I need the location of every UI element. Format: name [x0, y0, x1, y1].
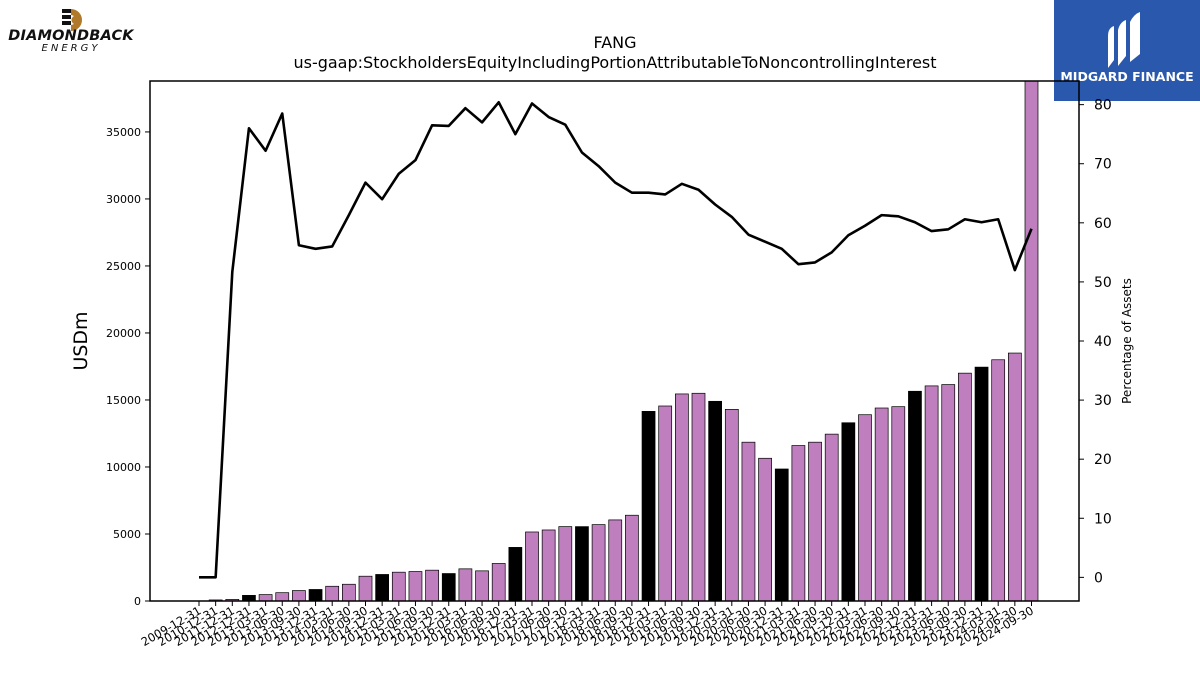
bar-2013-12-31: [308, 589, 323, 601]
y-tick-label-10000: 10000: [106, 461, 141, 474]
bar-2020-06-30: [741, 441, 756, 601]
bar-2014-06-30: [342, 583, 356, 601]
bar-2024-09-30: [1024, 81, 1039, 601]
bar-2023-09-30: [958, 372, 972, 601]
y-tick-label-35000: 35000: [106, 126, 141, 139]
bar-2022-09-30: [891, 406, 906, 601]
bar-2015-06-30: [408, 571, 423, 601]
diamondback-logo: [4, 4, 138, 60]
chart-subtitle: us-gaap:StockholdersEquityIncludingPorti…: [293, 53, 936, 72]
y2-tick-label-60: 60: [1094, 216, 1112, 232]
bar-2019-09-30: [691, 392, 706, 601]
bar-2015-03-31: [391, 571, 406, 601]
y2-tick-label-50: 50: [1094, 275, 1112, 291]
bar-2015-12-31: [441, 573, 456, 601]
bar-2013-09-30: [292, 590, 306, 601]
bar-2022-03-31: [858, 414, 872, 601]
bar-2021-09-30: [824, 433, 839, 601]
bar-2017-06-30: [541, 529, 556, 601]
y2-tick-label-40: 40: [1094, 334, 1112, 350]
bar-2023-12-31: [974, 366, 989, 601]
y-axis-label: USDm: [70, 311, 92, 370]
bar-2013-03-31: [258, 594, 273, 601]
y-tick-label-25000: 25000: [106, 260, 141, 273]
y-tick-label-5000: 5000: [113, 528, 141, 541]
bar-2018-09-30: [625, 514, 639, 601]
bar-2023-03-31: [924, 385, 939, 601]
midgard-finance-logo: MIDGARD FINANCE: [1054, 0, 1200, 101]
midgard-logo-icon: [1108, 12, 1140, 68]
y-tick-label-30000: 30000: [106, 193, 141, 206]
bar-2014-09-30: [358, 575, 373, 601]
bar-2024-03-31: [991, 359, 1006, 601]
bar-2017-12-31: [575, 526, 589, 601]
axes-layer: 0 5000 10000 15000 20000 25000 30000 35000 0 10 20…: [106, 80, 1112, 649]
midgard-logo-name: MIDGARD FINANCE: [1060, 69, 1194, 84]
bar-2021-06-30: [808, 441, 822, 601]
y-tick-label-15000: 15000: [106, 394, 141, 407]
bar-2022-12-31: [908, 390, 922, 601]
diamondback-logo-icon: [62, 9, 82, 31]
diamondback-logo-subname: ENERGY: [41, 43, 101, 54]
y2-axis-label: Percentage of Assets: [1120, 278, 1134, 404]
y2-tick-label-70: 70: [1094, 157, 1112, 173]
bar-2011-12-31: [225, 599, 240, 601]
bar-2019-03-31: [658, 405, 673, 601]
bar-2013-06-30: [275, 592, 290, 601]
bar-2012-12-31: [242, 595, 256, 601]
y-tick-label-20000: 20000: [106, 327, 141, 340]
bar-2015-09-30: [425, 569, 439, 601]
bar-2016-09-30: [491, 563, 506, 601]
chart-title: FANG: [593, 33, 636, 52]
bar-2017-09-30: [558, 526, 573, 601]
bar-2020-03-31: [724, 409, 739, 601]
y2-tick-label-0: 0: [1094, 570, 1103, 586]
bar-2014-12-31: [375, 574, 389, 601]
bar-2019-06-30: [674, 393, 689, 601]
bar-2022-06-30: [874, 407, 889, 601]
bar-2021-03-31: [791, 445, 806, 601]
y-tick-label-0: 0: [134, 595, 141, 608]
bar-2024-06-30: [1007, 352, 1022, 601]
bar-2018-03-31: [591, 524, 606, 601]
pct-of-assets-line: [199, 100, 1033, 579]
y2-tick-label-10: 10: [1094, 511, 1112, 527]
bar-2018-12-31: [641, 411, 656, 601]
line-layer: [199, 100, 1033, 579]
bar-2016-06-30: [475, 570, 489, 601]
bar-2023-06-30: [941, 384, 956, 601]
bar-2016-03-31: [458, 568, 473, 601]
y2-tick-label-30: 30: [1094, 393, 1112, 409]
bar-2017-03-31: [525, 531, 539, 601]
bars-layer: [208, 81, 1039, 601]
bar-2018-06-30: [608, 519, 623, 601]
bar-2020-09-30: [758, 457, 772, 601]
bar-2014-03-31: [325, 585, 340, 601]
diamondback-logo-name: DIAMONDBACK: [8, 28, 134, 44]
bar-2020-12-31: [774, 468, 789, 601]
y2-tick-label-80: 80: [1094, 98, 1112, 114]
bar-2016-12-31: [508, 547, 523, 601]
bar-2021-12-31: [841, 422, 856, 601]
bar-2019-12-31: [708, 400, 723, 601]
y2-tick-label-20: 20: [1094, 452, 1112, 468]
